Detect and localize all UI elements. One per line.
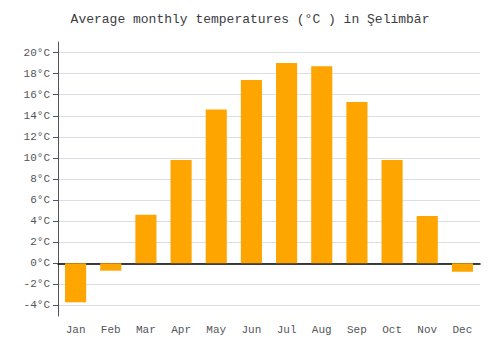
svg-text:6°C: 6°C bbox=[30, 194, 50, 206]
svg-text:Mar: Mar bbox=[136, 324, 156, 336]
svg-text:Average monthly temperatures (: Average monthly temperatures (°C ) in Şe… bbox=[71, 12, 430, 27]
svg-text:Dec: Dec bbox=[453, 324, 473, 336]
svg-text:Jul: Jul bbox=[277, 324, 297, 336]
svg-text:12°C: 12°C bbox=[24, 131, 51, 143]
svg-text:Aug: Aug bbox=[312, 324, 332, 336]
svg-text:Sep: Sep bbox=[347, 324, 367, 336]
svg-text:20°C: 20°C bbox=[24, 47, 51, 59]
svg-text:-4°C: -4°C bbox=[24, 299, 51, 311]
svg-text:14°C: 14°C bbox=[24, 110, 51, 122]
svg-text:16°C: 16°C bbox=[24, 89, 51, 101]
svg-text:Oct: Oct bbox=[382, 324, 402, 336]
svg-text:Apr: Apr bbox=[171, 324, 191, 336]
svg-text:8°C: 8°C bbox=[30, 173, 50, 185]
svg-text:Jan: Jan bbox=[66, 324, 86, 336]
svg-text:18°C: 18°C bbox=[24, 68, 51, 80]
svg-text:May: May bbox=[206, 324, 226, 336]
svg-text:2°C: 2°C bbox=[30, 236, 50, 248]
svg-text:-2°C: -2°C bbox=[24, 278, 51, 290]
svg-text:Feb: Feb bbox=[101, 324, 121, 336]
svg-text:Jun: Jun bbox=[242, 324, 262, 336]
svg-text:4°C: 4°C bbox=[30, 215, 50, 227]
svg-text:Nov: Nov bbox=[417, 324, 437, 336]
svg-text:10°C: 10°C bbox=[24, 152, 51, 164]
svg-text:0°C: 0°C bbox=[30, 257, 50, 269]
